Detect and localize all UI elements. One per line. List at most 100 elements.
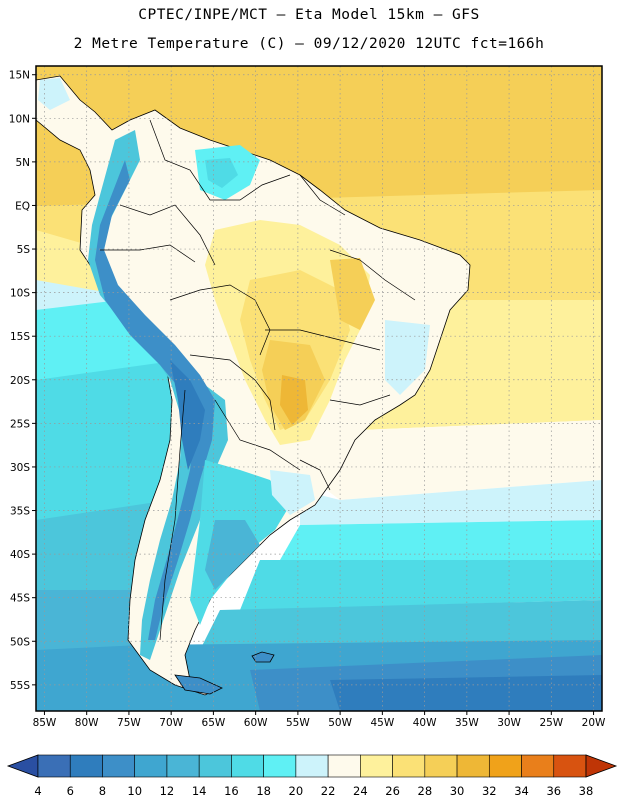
ocean-band-12-west (36, 590, 150, 660)
border-brazil-states-s (329, 394, 391, 406)
lon-tick-label: 35W (455, 717, 479, 729)
colorbar-over-arrow (585, 754, 618, 778)
border-brazil-states-n (329, 249, 416, 301)
colorbar-bin-16-18 (231, 754, 264, 778)
lon-tick-label: 45W (370, 717, 394, 729)
lon-tick-label: 60W (244, 717, 268, 729)
border-peru-bolivia-brazil (169, 284, 271, 356)
colorbar-bin-28-30 (424, 754, 458, 778)
border-venezuela-colombia (149, 119, 291, 201)
ocean-band-22-east (300, 420, 602, 500)
uruguay-cool-20 (270, 470, 315, 515)
lon-tick-label: 20W (582, 717, 606, 729)
colorbar-label: 20 (289, 784, 304, 798)
border-bolivia-paraguay (189, 354, 276, 431)
southeast-brazil-cool (385, 320, 430, 395)
colorbar-bin-4-6 (37, 754, 71, 778)
andes-cold-14 (88, 130, 228, 660)
colorbar-bin-10-12 (134, 754, 168, 778)
colorbar-under-arrow (6, 754, 39, 778)
lat-tick-label: 15S (10, 331, 30, 343)
country-borders (100, 119, 416, 641)
colorbar-label: 6 (67, 784, 74, 798)
colorbar-bin-36-38 (553, 754, 587, 778)
lat-tick-label: 10S (10, 288, 30, 300)
colorbar-bin-8-10 (102, 754, 136, 778)
colorbar-label: 38 (579, 784, 594, 798)
longitude-axis: 85W 80W 75W 70W 65W 60W 55W 50W 45W 40W 35W 30W 25W 2… (33, 711, 606, 729)
colorbar-label: 18 (256, 784, 271, 798)
lon-tick-label: 75W (117, 717, 141, 729)
colorbar-bin-12-14 (166, 754, 200, 778)
colorbar-label: 34 (514, 784, 529, 798)
patagonia-cool-12 (205, 520, 260, 590)
colorbar-label: 8 (99, 784, 106, 798)
temperature-colorbar: 4 6 8 10 12 14 16 18 20 22 24 26 28 30 32 34 36 38 (6, 754, 618, 798)
lon-tick-label: 50W (328, 717, 352, 729)
colorbar-label: 30 (450, 784, 465, 798)
colorbar-label: 24 (353, 784, 368, 798)
tierra-del-fuego (174, 674, 223, 695)
border-uruguay (299, 459, 331, 491)
lat-tick-label: 5N (15, 157, 30, 169)
lat-tick-label: 45S (10, 593, 30, 605)
ocean-band-6-south (330, 675, 602, 711)
colorbar-bin-18-20 (263, 754, 297, 778)
colorbar-label: 28 (418, 784, 433, 798)
ocean-band-18-south (280, 520, 602, 560)
ocean-band-14-south (200, 600, 602, 650)
lon-tick-label: 40W (413, 717, 437, 729)
lon-tick-label: 80W (75, 717, 99, 729)
lon-tick-label: 30W (497, 717, 521, 729)
border-chile-argentina (159, 389, 186, 641)
colorbar-label: 10 (127, 784, 142, 798)
colorbar-label: 22 (321, 784, 336, 798)
lon-tick-label: 65W (202, 717, 226, 729)
colorbar-label: 36 (546, 784, 561, 798)
lat-tick-label: 55S (10, 680, 30, 692)
lat-tick-label: 15N (9, 70, 30, 82)
colorbar-label: 4 (34, 784, 41, 798)
land-warm-28-northeast (330, 258, 375, 330)
colorbar-bin-6-8 (69, 754, 103, 778)
andes-cold-8 (95, 160, 215, 640)
colorbar-bin-20-22 (295, 754, 329, 778)
lon-tick-label: 85W (33, 717, 57, 729)
lat-tick-label: EQ (15, 200, 30, 212)
map-plot-area (36, 66, 602, 711)
lat-tick-label: 10N (9, 113, 30, 125)
lon-tick-label: 70W (159, 717, 183, 729)
land-warm-30 (280, 375, 308, 425)
central-america-cool (38, 78, 70, 110)
colorbar-bin-14-16 (198, 754, 232, 778)
colorbar-bin-30-32 (456, 754, 490, 778)
lat-tick-label: 20S (10, 375, 30, 387)
lat-tick-label: 30S (10, 462, 30, 474)
chart-title-line-2: 2 Metre Temperature (C) – 09/12/2020 12U… (73, 36, 545, 52)
ocean-band-16-west (36, 360, 180, 540)
colorbar-label: 16 (224, 784, 239, 798)
colorbar-label: 32 (482, 784, 497, 798)
lat-tick-label: 40S (10, 549, 30, 561)
ocean-band-20-east (300, 480, 602, 525)
border-guianas (299, 174, 346, 216)
colorbar-label: 12 (160, 784, 175, 798)
colorbar-bin-32-34 (488, 754, 522, 778)
colorbar-bin-22-24 (327, 754, 361, 778)
colorbar-label: 26 (385, 784, 400, 798)
lat-tick-label: 35S (10, 506, 30, 518)
lat-tick-label: 5S (17, 244, 31, 256)
andes-cold-6 (170, 360, 205, 470)
border-colombia-brazil (119, 204, 216, 266)
chart-title-line-1: CPTEC/INPE/MCT – Eta Model 15km – GFS (138, 7, 480, 23)
lat-tick-label: 25S (10, 418, 30, 430)
latitude-axis: 15N 10N 5N EQ 5S 10S 15S 20S 25S 30S 35S 40S 45S 50S 5… (9, 70, 36, 692)
colorbar-bin-26-28 (392, 754, 426, 778)
lon-tick-label: 25W (539, 717, 563, 729)
border-brazil-states-c (265, 329, 381, 351)
map-frame (35, 65, 603, 712)
colorbar-bin-24-26 (360, 754, 393, 778)
ocean-band-16-south (240, 560, 602, 610)
border-argentina-north (214, 399, 301, 471)
